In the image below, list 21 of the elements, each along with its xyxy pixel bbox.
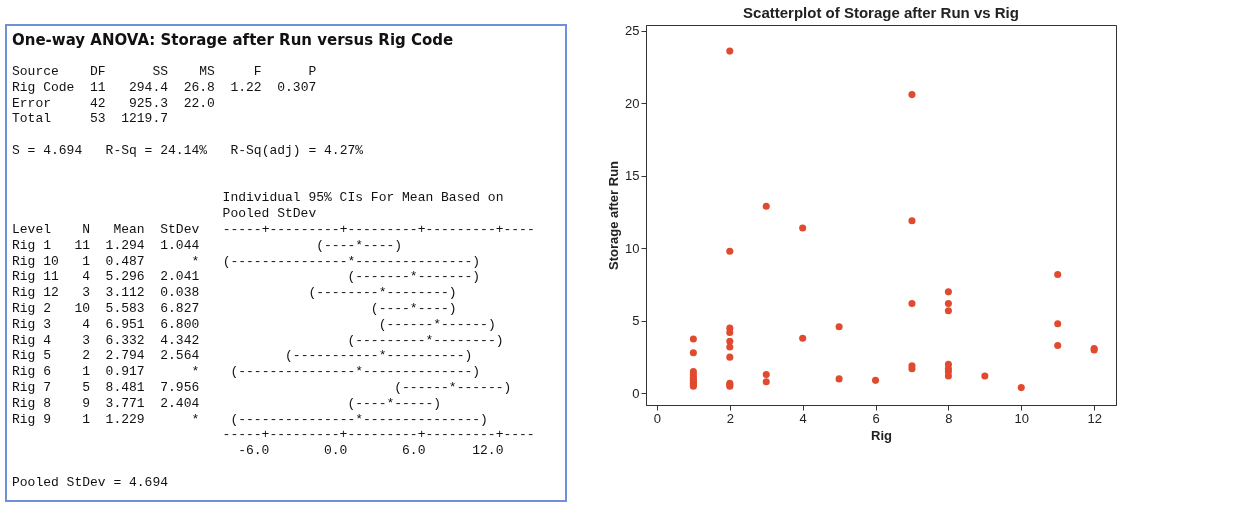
x-tick-label: 0 <box>653 410 662 426</box>
text: S = 4.694 R-Sq = 24.14% R-Sq(adj) = 4.27% <box>12 143 364 158</box>
text: Individual 95% CIs For Mean Based on Pooled StDev Level N Mean StDev -----+---------+---------+---------+---- Rig 1 11 1.294 1.044 (----*----) Rig 10 1 0.487 * (---------------*---------------) Rig 11 4 5.296 2.041 (-------*-------) Rig 12 3 3.112 0.038 (--------*--------) Rig 2 10 5.583 6.827 (----*----) Rig 3 4 6.951 6.800 (------*------) Rig 4 3 6.332 4.342 (---------*--------) Rig 5 2 2.794 2.564 (-----------*----------) Rig 6 1 0.917 * (---------------*--------------) Rig 7 5 8.481 7.956 (------*------) Rig 8 9 3.771 2.404 (----*-----) Rig 9 1 1.229 * (---------------*---------------) -----+---------+---------+---------+---- -6.0 0.0 6.0 12.0 <box>12 190 535 459</box>
y-tick-label: 0 <box>632 385 640 401</box>
x-tick-label: 12 <box>1087 410 1102 426</box>
x-tick-label: 2 <box>726 410 734 426</box>
text: One-way ANOVA: Storage after Run versus Rig Code <box>12 31 454 49</box>
text: Pooled StDev = 4.694 <box>12 474 169 490</box>
x-tick-label: 10 <box>1014 410 1030 426</box>
y-axis-title: Storage after Run <box>606 160 622 271</box>
y-tick-label: 25 <box>625 23 640 39</box>
y-tick-label: 5 <box>632 313 640 329</box>
source-note: Source DF SS MS F P Rig Code 11 294.4 26.8 1.22 0.307 Error 42 925.3 22.0 Total 53 1219.7 <box>12 64 317 127</box>
y-tick-label: 10 <box>625 240 640 256</box>
y-tick-label: 20 <box>625 95 640 111</box>
x-tick-label: 4 <box>799 410 807 426</box>
x-axis-title: Rig <box>871 427 893 443</box>
chart-title: Scatterplot of Storage after Run vs Rig <box>743 3 1019 21</box>
x-tick-label: 6 <box>872 410 880 426</box>
x-tick-label: 8 <box>945 410 953 426</box>
y-tick-label: 15 <box>625 168 640 184</box>
